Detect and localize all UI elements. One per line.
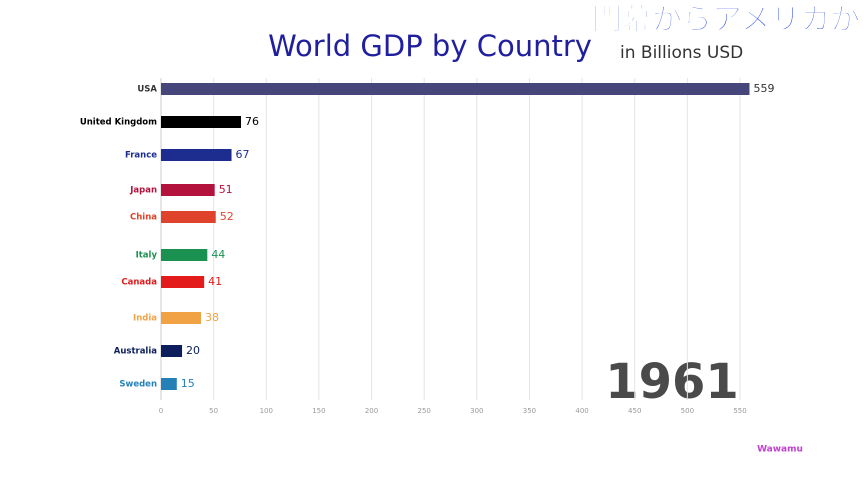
value-label: 52 — [220, 210, 234, 223]
bar — [161, 276, 205, 288]
banner: 開幕からアメリカが — [592, 3, 861, 38]
value-label: 44 — [211, 248, 225, 261]
value-label: 559 — [753, 82, 774, 95]
x-tick-label: 500 — [681, 407, 694, 415]
x-tick-label: 0 — [159, 407, 163, 415]
bar — [161, 211, 216, 223]
x-tick-label: 50 — [209, 407, 218, 415]
x-tick-label: 350 — [523, 407, 536, 415]
y-tick-label: USA — [137, 85, 157, 95]
value-label: 67 — [236, 148, 250, 161]
y-tick-label: Italy — [136, 251, 158, 261]
bar — [161, 83, 750, 95]
x-tick-label: 250 — [417, 407, 430, 415]
value-label: 76 — [245, 115, 259, 128]
value-label: 51 — [219, 183, 233, 196]
value-label: 15 — [181, 377, 195, 390]
bar — [161, 249, 208, 261]
bar — [161, 378, 177, 390]
x-tick-label: 150 — [312, 407, 325, 415]
bar — [161, 184, 215, 196]
chart-title: World GDP by Country — [268, 29, 592, 63]
bar — [161, 312, 202, 324]
chart-subtitle: in Billions USD — [620, 43, 743, 63]
value-label: 41 — [208, 275, 222, 288]
y-tick-label: Canada — [121, 278, 157, 288]
y-tick-label: India — [133, 314, 157, 324]
y-tick-label: China — [130, 213, 157, 223]
watermark: Wawamu — [757, 445, 803, 455]
y-tick-label: Sweden — [119, 380, 157, 390]
bar — [161, 345, 183, 357]
y-tick-label: Japan — [129, 186, 157, 196]
y-tick-label: United Kingdom — [80, 118, 157, 128]
value-label: 38 — [205, 311, 219, 324]
x-tick-label: 300 — [470, 407, 483, 415]
y-tick-label: Australia — [114, 347, 158, 357]
year-label: 1961 — [605, 354, 739, 410]
value-label: 20 — [186, 344, 200, 357]
x-tick-label: 400 — [575, 407, 588, 415]
x-tick-label: 100 — [260, 407, 273, 415]
x-tick-label: 550 — [733, 407, 746, 415]
x-tick-label: 450 — [628, 407, 641, 415]
bar — [161, 149, 232, 161]
bar — [161, 116, 242, 128]
x-tick-label: 200 — [365, 407, 378, 415]
y-tick-label: France — [125, 151, 157, 161]
